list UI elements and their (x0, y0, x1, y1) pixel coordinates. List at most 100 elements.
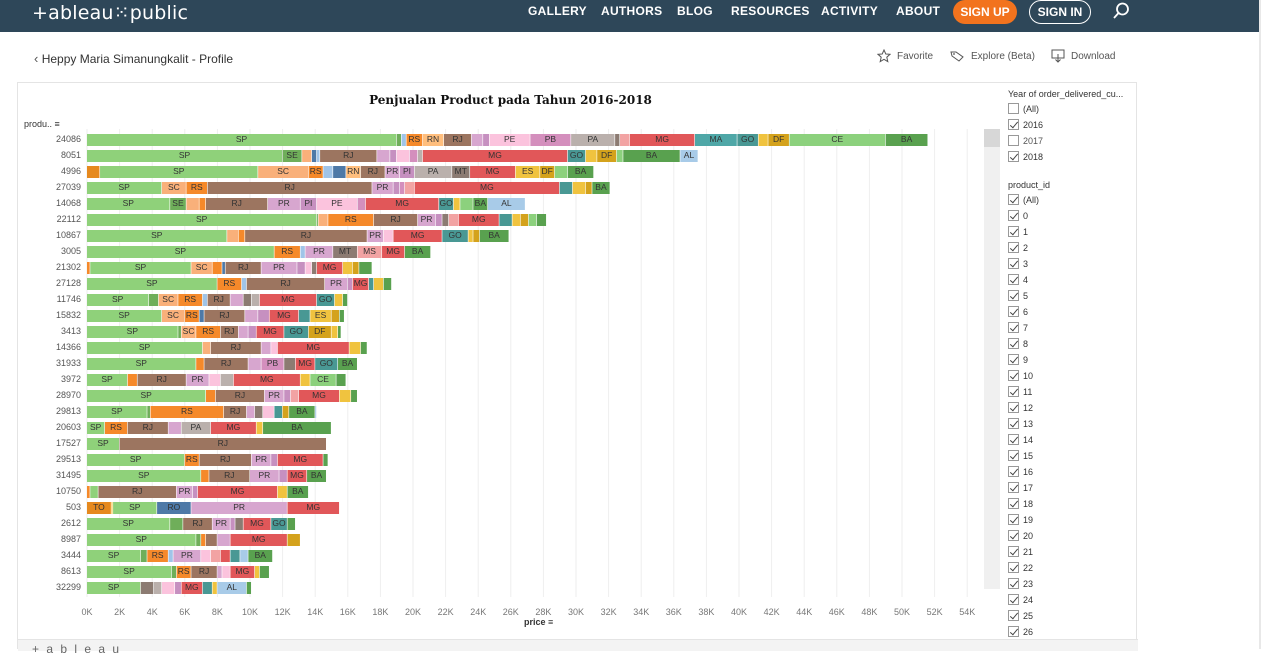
checkbox[interactable] (1008, 135, 1019, 146)
checkbox[interactable] (1008, 530, 1019, 541)
product-filter-item[interactable]: 19 (1008, 514, 1033, 525)
product-filter-item[interactable]: 11 (1008, 386, 1032, 397)
nav-authors[interactable]: AUTHORS (601, 4, 663, 18)
bar-segment (87, 182, 162, 194)
bar-segment (171, 566, 177, 578)
checkbox[interactable] (1008, 274, 1019, 285)
checkbox[interactable] (1008, 434, 1019, 445)
checkbox[interactable] (1008, 594, 1019, 605)
bar-segment (210, 550, 221, 562)
chart-scrollbar[interactable] (984, 129, 1000, 589)
checkbox[interactable] (1008, 370, 1019, 381)
search-icon[interactable] (1112, 2, 1130, 20)
explore-button[interactable]: Explore (Beta) (950, 49, 1035, 63)
bar-segment (113, 502, 157, 514)
bar-segment (414, 166, 452, 178)
nav-blog[interactable]: BLOG (677, 4, 713, 18)
year-filter-item[interactable]: 2017 (1008, 135, 1043, 146)
nav-resources[interactable]: RESOURCES (731, 4, 810, 18)
bar-segment (468, 230, 473, 242)
bar-segment (264, 390, 284, 402)
product-filter-item[interactable]: 18 (1008, 498, 1033, 509)
chevron-left-icon: ‹ (34, 51, 39, 66)
checkbox[interactable] (1008, 498, 1019, 509)
checkbox[interactable] (1008, 450, 1019, 461)
product-filter-item[interactable]: 14 (1008, 434, 1033, 445)
back-to-profile-link[interactable]: ‹ Heppy Maria Simanungkalit - Profile (34, 51, 233, 66)
product-filter-item[interactable]: 4 (1008, 274, 1028, 285)
tableau-public-logo[interactable]: +ableau⁙public (32, 2, 189, 24)
bar-segment-label: GO (741, 134, 755, 144)
checkbox[interactable] (1008, 626, 1019, 637)
checkbox[interactable] (1008, 258, 1019, 269)
checkbox[interactable] (1008, 482, 1019, 493)
bar-segment (140, 582, 154, 594)
product-filter-item[interactable]: 10 (1008, 370, 1033, 381)
checkbox[interactable] (1008, 306, 1019, 317)
checkbox[interactable] (1008, 562, 1019, 573)
checkbox[interactable] (1008, 386, 1019, 397)
sort-icon[interactable]: ≡ (54, 119, 60, 129)
tableau-footer-logo[interactable]: + a b l e a u (32, 642, 122, 656)
checkbox[interactable] (1008, 338, 1019, 349)
download-button[interactable]: Download (1051, 49, 1115, 63)
checkbox[interactable] (1008, 194, 1019, 205)
checkbox[interactable] (1008, 546, 1019, 557)
product-filter-item[interactable]: 9 (1008, 354, 1028, 365)
checkbox[interactable] (1008, 119, 1019, 130)
favorite-button[interactable]: Favorite (877, 49, 933, 63)
bar-segment (87, 134, 397, 146)
checkbox[interactable] (1008, 402, 1019, 413)
checkbox[interactable] (1008, 610, 1019, 621)
product-filter-item[interactable]: 6 (1008, 306, 1028, 317)
sort-icon[interactable]: ≡ (548, 617, 554, 627)
checkbox[interactable] (1008, 210, 1019, 221)
bar-segment (183, 518, 212, 530)
checkbox[interactable] (1008, 466, 1019, 477)
checkbox[interactable] (1008, 354, 1019, 365)
scrollbar-thumb[interactable] (984, 129, 1000, 147)
nav-gallery[interactable]: GALLERY (528, 4, 587, 18)
checkbox[interactable] (1008, 514, 1019, 525)
sign-in-button[interactable]: SIGN IN (1029, 0, 1091, 24)
year-filter-item[interactable]: (All) (1008, 103, 1039, 114)
checkbox[interactable] (1008, 226, 1019, 237)
product-filter-item[interactable]: 21 (1008, 546, 1033, 557)
product-filter-item[interactable]: 20 (1008, 530, 1033, 541)
year-filter-item[interactable]: 2018 (1008, 151, 1043, 162)
bar-segment (210, 422, 256, 434)
product-filter-item[interactable]: 17 (1008, 482, 1033, 493)
product-filter-item[interactable]: 16 (1008, 466, 1033, 477)
product-filter-item[interactable]: (All) (1008, 194, 1039, 205)
nav-activity[interactable]: ACTIVITY (821, 4, 879, 18)
checkbox[interactable] (1008, 151, 1019, 162)
x-axis-title[interactable]: price ≡ (524, 617, 554, 627)
product-filter-item[interactable]: 7 (1008, 322, 1028, 333)
product-filter-item[interactable]: 1 (1008, 226, 1028, 237)
product-filter-item[interactable]: 0 (1008, 210, 1028, 221)
product-filter-item[interactable]: 25 (1008, 610, 1033, 621)
product-filter-item[interactable]: 5 (1008, 290, 1028, 301)
checkbox[interactable] (1008, 578, 1019, 589)
bar-segment-label: MG (236, 566, 250, 576)
product-filter-item[interactable]: 24 (1008, 594, 1033, 605)
product-filter-item[interactable]: 23 (1008, 578, 1033, 589)
checkbox[interactable] (1008, 290, 1019, 301)
checkbox[interactable] (1008, 242, 1019, 253)
product-filter-item[interactable]: 3 (1008, 258, 1028, 269)
nav-about[interactable]: ABOUT (896, 4, 941, 18)
product-filter-item[interactable]: 22 (1008, 562, 1033, 573)
checkbox[interactable] (1008, 418, 1019, 429)
bar-segment (483, 134, 490, 146)
product-filter-item[interactable]: 15 (1008, 450, 1033, 461)
product-filter-item[interactable]: 13 (1008, 418, 1033, 429)
y-axis-title[interactable]: produ.. ≡ (24, 119, 60, 129)
product-filter-item[interactable]: 8 (1008, 338, 1028, 349)
product-filter-item[interactable]: 2 (1008, 242, 1028, 253)
checkbox[interactable] (1008, 103, 1019, 114)
product-filter-item[interactable]: 12 (1008, 402, 1033, 413)
sign-up-button[interactable]: SIGN UP (953, 0, 1017, 24)
checkbox[interactable] (1008, 322, 1019, 333)
product-filter-item[interactable]: 26 (1008, 626, 1033, 637)
year-filter-item[interactable]: 2016 (1008, 119, 1043, 130)
